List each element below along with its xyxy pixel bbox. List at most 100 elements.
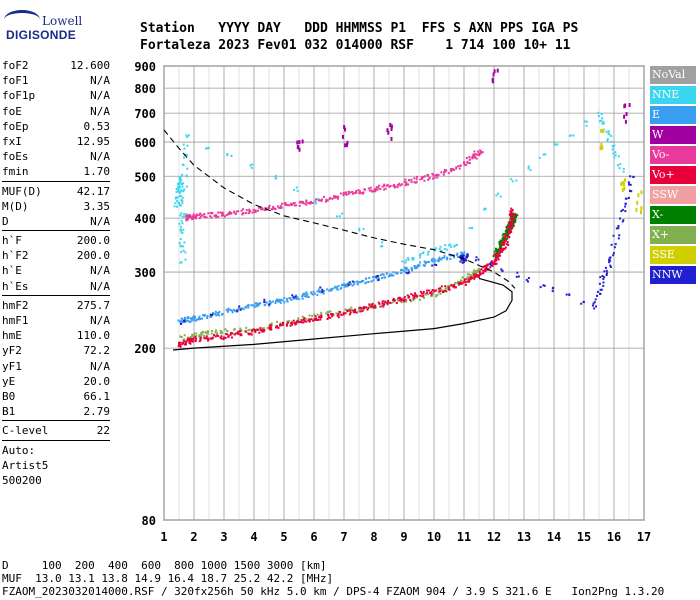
echo-point xyxy=(355,191,358,194)
echo-point xyxy=(434,174,437,177)
echo-point xyxy=(477,275,480,278)
echo-point xyxy=(593,301,596,304)
echo-point xyxy=(185,185,188,188)
echo-point xyxy=(485,266,487,268)
echo-point xyxy=(179,321,182,324)
echo-point xyxy=(473,271,476,274)
echo-point xyxy=(362,308,365,311)
echo-point xyxy=(437,287,440,290)
echo-point xyxy=(477,258,480,261)
echo-point xyxy=(179,238,182,241)
echo-point xyxy=(230,309,233,312)
echo-point xyxy=(428,176,431,179)
echo-point xyxy=(605,130,608,133)
echo-point xyxy=(183,319,186,322)
echo-point xyxy=(606,139,609,142)
echo-point xyxy=(320,314,323,317)
series-vo- xyxy=(184,149,484,222)
echo-point xyxy=(325,312,328,315)
echo-point xyxy=(599,292,601,295)
echo-point xyxy=(183,188,186,191)
echo-point xyxy=(295,322,298,325)
echo-point xyxy=(351,192,354,195)
echo-point xyxy=(609,256,612,259)
echo-point xyxy=(623,186,626,191)
echo-point xyxy=(552,286,555,289)
echo-point xyxy=(213,334,215,337)
param-row-foep: foEp 0.53 xyxy=(2,119,110,134)
echo-point xyxy=(331,197,334,200)
echo-point xyxy=(422,290,425,293)
echo-point xyxy=(179,344,182,347)
echo-point xyxy=(507,224,510,226)
echo-point xyxy=(207,212,210,215)
param-row-fof2: foF2 12.600 xyxy=(2,58,110,73)
param-value: 12.600 xyxy=(70,59,110,72)
echo-point xyxy=(220,313,223,316)
series-w xyxy=(296,68,631,152)
echo-point xyxy=(508,222,511,225)
echo-point xyxy=(414,297,416,300)
echo-point xyxy=(359,310,362,313)
echo-point xyxy=(269,302,272,305)
echo-point xyxy=(601,117,604,120)
echo-point xyxy=(510,227,513,230)
x-tick-label: 12 xyxy=(487,530,501,544)
echo-point xyxy=(472,274,475,277)
echo-point xyxy=(260,329,263,332)
echo-point xyxy=(251,328,254,331)
echo-point xyxy=(377,277,380,280)
echo-point xyxy=(239,308,242,311)
x-tick-label: 14 xyxy=(547,530,561,544)
echo-point xyxy=(466,254,469,257)
echo-point xyxy=(445,258,448,261)
echo-point xyxy=(182,190,185,193)
echo-point xyxy=(477,270,480,273)
echo-point xyxy=(199,215,202,218)
echo-point xyxy=(572,134,575,137)
echo-point xyxy=(213,313,216,315)
echo-point xyxy=(180,261,183,264)
echo-point xyxy=(177,345,180,348)
echo-point xyxy=(318,316,320,319)
param-row-foe: foE N/A xyxy=(2,104,110,119)
echo-point xyxy=(511,219,514,221)
echo-point xyxy=(280,206,283,209)
echo-point xyxy=(216,312,219,314)
echo-point xyxy=(402,300,405,303)
echo-point xyxy=(477,150,479,153)
echo-point xyxy=(612,152,615,155)
echo-point xyxy=(295,204,298,207)
echo-point xyxy=(313,292,316,295)
echo-point xyxy=(291,294,294,297)
echo-point xyxy=(231,332,234,335)
echo-point xyxy=(229,333,232,336)
echo-point xyxy=(183,212,186,215)
echo-point xyxy=(376,277,379,280)
echo-point xyxy=(263,209,266,212)
echo-point xyxy=(449,258,452,260)
echo-point xyxy=(185,219,188,222)
echo-point xyxy=(229,309,232,311)
echo-point xyxy=(207,146,210,149)
echo-point xyxy=(424,175,426,178)
echo-point xyxy=(624,205,627,208)
echo-point xyxy=(238,307,241,310)
echo-point xyxy=(300,319,303,322)
echo-point xyxy=(443,254,446,257)
echo-point xyxy=(286,297,289,300)
echo-point xyxy=(244,306,247,309)
echo-point xyxy=(484,268,487,271)
echo-point xyxy=(336,288,339,291)
echo-point xyxy=(263,300,266,303)
echo-point xyxy=(330,313,333,316)
echo-point xyxy=(468,280,470,283)
echo-point xyxy=(400,297,403,300)
echo-point xyxy=(339,311,341,313)
echo-point xyxy=(361,310,364,313)
echo-point xyxy=(497,256,500,259)
echo-point xyxy=(381,185,384,188)
echo-point xyxy=(410,267,413,270)
echo-point xyxy=(598,120,601,123)
echo-point xyxy=(463,280,466,283)
